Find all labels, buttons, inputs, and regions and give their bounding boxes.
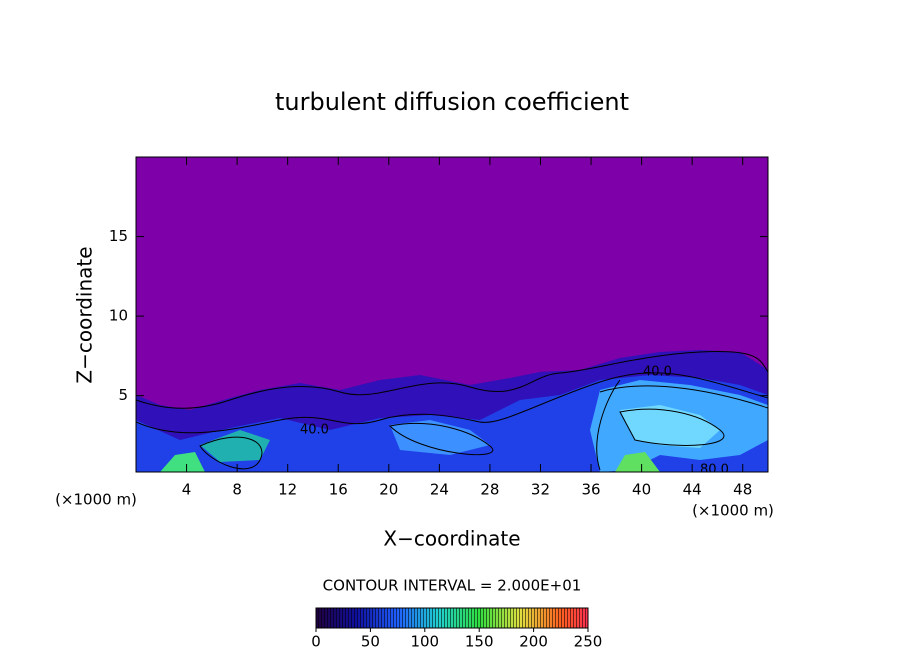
y-axis-label: Z−coordinate xyxy=(73,246,97,383)
colorbar-tick-label: 200 xyxy=(519,633,548,651)
field-region xyxy=(615,452,660,472)
contour-field: 40.0 40.0 80.0 xyxy=(136,157,768,478)
x-tick-label: 20 xyxy=(379,481,398,499)
y-tick-label: 5 xyxy=(118,386,128,404)
x-tick-label: 48 xyxy=(733,481,752,499)
colorbar-title: CONTOUR INTERVAL = 2.000E+01 xyxy=(323,577,582,595)
field-region xyxy=(200,430,270,462)
contour-label: 40.0 xyxy=(643,365,672,380)
chart-title: turbulent diffusion coefficient xyxy=(275,88,629,116)
colorbar-tick-label: 0 xyxy=(311,633,321,651)
x-tick-label: 40 xyxy=(632,481,651,499)
y-tick-label: 10 xyxy=(109,307,128,325)
x-tick-label: 44 xyxy=(683,481,702,499)
colorbar-tick-label: 100 xyxy=(410,633,439,651)
x-unit-label: (×1000 m) xyxy=(692,502,774,520)
contour-label: 80.0 xyxy=(700,463,729,478)
plot-frame xyxy=(135,156,769,473)
contour-label: 40.0 xyxy=(300,423,329,438)
x-tick-label: 12 xyxy=(278,481,297,499)
colorbar-frame xyxy=(315,607,589,629)
colorbar-tick-label: 50 xyxy=(361,633,380,651)
y-tick-label: 15 xyxy=(109,227,128,245)
field-region xyxy=(620,405,720,448)
field-region xyxy=(160,452,205,472)
x-axis-label: X−coordinate xyxy=(383,527,520,551)
colorbar-stripes xyxy=(316,608,588,628)
x-unit-label: (×1000 m) xyxy=(55,491,137,509)
contour-lines xyxy=(136,351,768,471)
x-tick-label: 32 xyxy=(531,481,550,499)
field-region xyxy=(390,420,490,455)
colorbar-tick-label: 150 xyxy=(465,633,494,651)
colorbar-tick-label: 250 xyxy=(574,633,603,651)
x-tick-label: 8 xyxy=(232,481,242,499)
x-tick-label: 24 xyxy=(430,481,449,499)
x-tick-label: 16 xyxy=(329,481,348,499)
x-tick-label: 28 xyxy=(480,481,499,499)
x-tick-label: 4 xyxy=(182,481,192,499)
x-tick-label: 36 xyxy=(581,481,600,499)
